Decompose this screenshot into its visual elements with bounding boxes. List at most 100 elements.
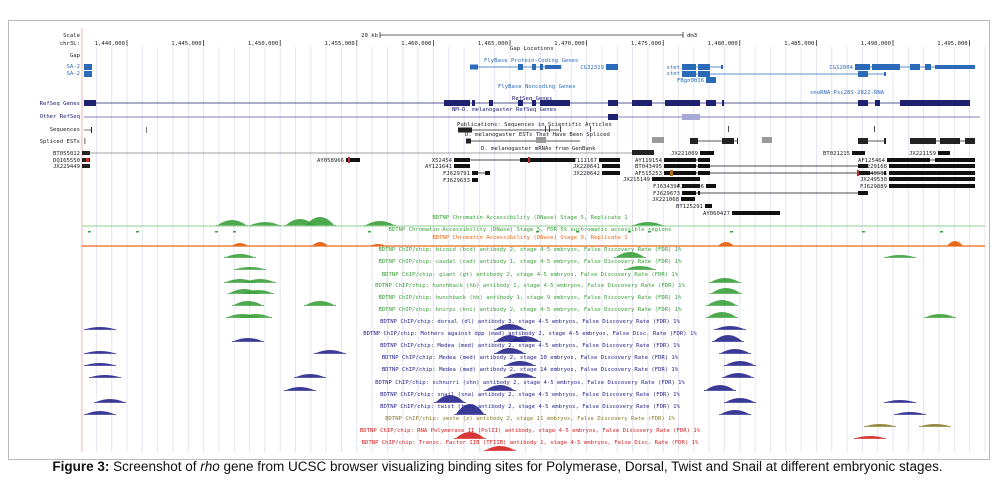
track-label-other-refseq[interactable]: Other RefSeq <box>40 114 80 120</box>
mrna-exon <box>698 158 710 162</box>
signal-peak <box>856 436 884 438</box>
mrna-label: X52454 <box>432 158 453 164</box>
flybase-gene-exon <box>518 64 523 70</box>
signal-track-label[interactable]: BDTNP ChIP/chip: knirps (kni) antibody 2… <box>378 307 682 313</box>
stet-gene-exon <box>682 71 696 77</box>
mrna-label: FJ631306 <box>677 184 704 190</box>
signal-peak <box>218 220 246 225</box>
track-label-sa2[interactable]: SA-2 <box>67 71 80 77</box>
signal-peak <box>486 385 514 390</box>
mrna-exon <box>652 177 700 181</box>
signal-track-label[interactable]: BDTNP ChIP/chip: Transc. Factor IIB (TFI… <box>362 440 699 446</box>
flybase-gene-exon <box>532 64 536 70</box>
mrna-label: BT043495 <box>635 164 662 170</box>
fbgn-gene-exon <box>706 77 716 83</box>
genome-browser-view: Scale 20 kb dm3 chr3L: 1,440,000 1,445,000 1,4… <box>40 28 986 452</box>
cg12004-gene-exon <box>910 64 920 70</box>
mrna-label: AF125464 <box>858 158 886 164</box>
signal-track-label[interactable]: BDTNP ChIP/chip: snail (sna) antibody 2,… <box>380 392 680 398</box>
mrna-exon <box>472 178 478 182</box>
position-tick-label: 1,480,000 <box>707 41 737 47</box>
signal-track-label[interactable]: BDTNP ChIP/chip: schnurri (shn) antibody… <box>375 380 685 386</box>
est-exon <box>690 138 698 144</box>
est-exon <box>466 138 471 144</box>
signal-track-label[interactable]: BDTNP ChIP/chip: Mothers against dpp (ma… <box>363 331 697 337</box>
signal-peak <box>456 404 484 414</box>
refseq-gene-exon <box>84 100 96 106</box>
cg12004-gene-exon <box>872 64 900 70</box>
mrna-exon <box>858 164 868 168</box>
accessible-region <box>215 231 218 233</box>
mrna-label: FJ629673 <box>653 191 680 197</box>
signal-track-label[interactable]: BDTNP ChIP/chip: hunchback (hb) antibody… <box>378 295 682 301</box>
figure-frame <box>8 20 990 460</box>
signal-peak <box>708 300 736 305</box>
signal-track-label[interactable]: BDTNP Chromatin Accessibility (DNase) St… <box>432 235 627 241</box>
track-label-refseq[interactable]: RefSeq Genes <box>40 101 80 107</box>
signal-track-label[interactable]: BDTNP ChIP/chip: giant (gt) antibody 2, … <box>382 272 679 278</box>
refseq-gene-exon <box>632 100 652 106</box>
signal-peak <box>496 324 524 329</box>
sequence-mark <box>560 126 561 132</box>
position-tick-label: 1,460,000 <box>401 41 431 47</box>
signal-track-label[interactable]: BDTNP ChIP/chip: zeste (z) antibody 2, s… <box>385 416 675 422</box>
refseq-gene-exon <box>540 100 570 106</box>
mrna-label: FJ629791 <box>443 171 470 177</box>
signal-peak <box>251 222 279 225</box>
mrna-label: AY119154 <box>635 158 663 164</box>
signal-track-label[interactable]: BDTNP ChIP/chip: Medea (med) antibody 2,… <box>380 343 680 349</box>
refseq-gene-exon <box>518 100 523 106</box>
mrna-exon <box>889 171 975 175</box>
position-tick-label: 1,475,000 <box>631 41 661 47</box>
accessible-region <box>628 231 631 233</box>
signal-track-label[interactable]: BDTNP ChIP/chip: twist (twi) antibody 2,… <box>380 404 680 410</box>
sequence-mark <box>545 126 546 132</box>
refseq-gene-exon <box>722 100 724 106</box>
mrna-label: JX221069 <box>671 151 698 157</box>
track-label-sa2[interactable]: SA-2 <box>67 64 80 70</box>
signal-peak <box>511 336 539 341</box>
signal-track-label[interactable]: BDTNP ChIP/chip: bicoid (bcd) antibody 2… <box>378 247 682 253</box>
signal-peak <box>947 241 963 246</box>
mrna-label: JX229449 <box>53 164 80 170</box>
track-label-spliced-ests[interactable]: Spliced ESTs <box>40 139 80 145</box>
mrna-label: AY060427 <box>703 211 730 217</box>
sa2-gene-exon <box>84 64 92 70</box>
signal-peak <box>232 243 248 246</box>
signal-track-label[interactable]: BDTNP Chromatin Accessibility (DNase) St… <box>432 215 627 221</box>
mrna-exon <box>852 151 865 155</box>
signal-peak <box>370 244 386 246</box>
track-label-gap[interactable]: Gap <box>70 53 81 59</box>
signal-track-label[interactable]: BDTNP ChIP/chip: hunchback (hb) antibody… <box>375 283 685 289</box>
refseq-gene-exon <box>444 100 470 106</box>
signal-track-label[interactable]: BDTNP ChIP/chip: Medea (med) antibody 2,… <box>382 355 679 361</box>
publications-title: Publications: Sequences in Scientific Ar… <box>457 122 612 128</box>
signal-track-label[interactable]: BDTNP Chromatin Accessibility (DNase) St… <box>389 227 672 233</box>
signal-peak <box>236 267 264 269</box>
signal-track-label[interactable]: BDTNP ChIP/chip: dorsal (dl) antibody 3,… <box>380 319 680 325</box>
est-exon <box>858 138 868 144</box>
signal-peak <box>486 446 514 450</box>
gap-locations-title: Gap Locations <box>510 46 554 52</box>
mrna-label: FJ629889 <box>860 184 887 190</box>
signal-track-label[interactable]: BDTNP ChIP/chip: RNA Polymerase II (PolI… <box>360 428 701 434</box>
signal-peak <box>714 335 742 341</box>
caption-label: Figure 3: <box>52 459 110 474</box>
track-label-sequences[interactable]: Sequences <box>50 127 80 133</box>
signal-peak <box>896 412 924 414</box>
signal-peak <box>316 350 344 353</box>
signal-peak <box>708 312 736 317</box>
accessible-region <box>136 231 139 233</box>
signal-peak <box>226 279 254 282</box>
signal-track-label[interactable]: BDTNP ChIP/chip: caudal (cad) antibody 1… <box>378 259 682 265</box>
sequence-mark <box>146 127 147 133</box>
mrna-exon <box>454 158 470 162</box>
position-tick-label: 1,455,000 <box>324 41 354 47</box>
signal-peak <box>726 398 754 402</box>
sa2-gene-exon <box>84 71 92 77</box>
signal-peak <box>634 222 662 225</box>
mrna-exon <box>935 158 975 162</box>
signal-peak <box>91 375 119 377</box>
signal-track-label[interactable]: BDTNP ChIP/chip: Medea (med) antibody 2,… <box>382 367 679 373</box>
refseq-gene-exon <box>665 100 683 106</box>
